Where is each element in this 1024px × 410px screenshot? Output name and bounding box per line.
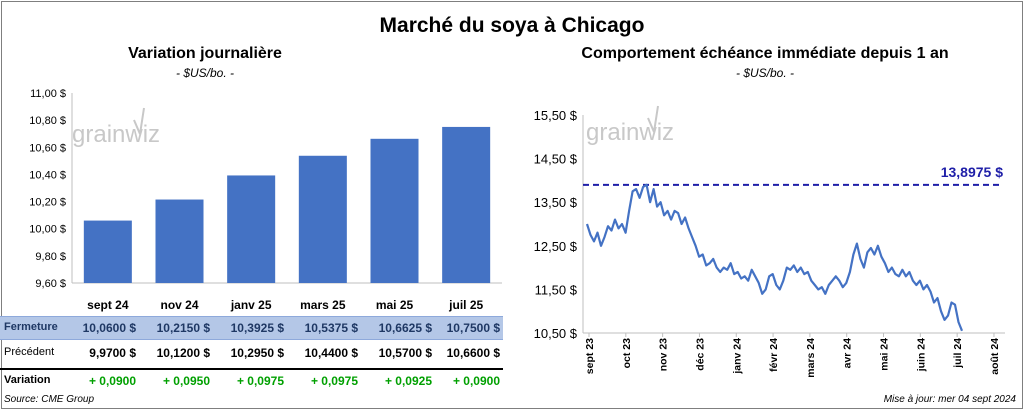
table-cell: 10,6625 $: [378, 321, 432, 335]
left-chart-title: Variation journalière: [128, 45, 282, 62]
table-row-label: Fermeture: [4, 321, 58, 333]
x-category-label: sept 24: [87, 298, 129, 312]
x-category-label: mai 25: [376, 298, 414, 312]
x-tick-label: nov 23: [658, 338, 670, 371]
reference-label: 13,8975 $: [941, 164, 1003, 180]
watermark-text: grainwiz: [72, 121, 160, 148]
table-cell: 10,5375 $: [304, 321, 358, 335]
x-tick-label: sept 23: [584, 338, 596, 374]
bar: [227, 175, 276, 283]
bar: [155, 199, 204, 283]
y-tick-label: 11,50 $: [535, 282, 578, 297]
table-cell: + 0,0950: [162, 374, 210, 388]
y-tick-label: 10,20 $: [29, 197, 66, 209]
table-cell: + 0,0900: [88, 374, 136, 388]
table-row-label: Précédent: [4, 346, 55, 358]
y-tick-label: 10,50 $: [534, 326, 578, 341]
grainwiz-watermark: grainwiz: [586, 105, 674, 146]
right-chart-title: Comportement échéance immédiate depuis 1…: [581, 45, 949, 62]
y-tick-label: 15,50 $: [534, 108, 578, 123]
price-line: [585, 183, 964, 332]
bar: [298, 155, 347, 283]
watermark-mark: [133, 107, 145, 135]
table-cell: 10,6600 $: [446, 346, 500, 360]
bar-chart: grainwiz 9,60 $ 9,80 $ 10,00 $ 10,20 $ 10,40 …: [29, 88, 502, 312]
table-row-label: Variation: [4, 374, 51, 386]
table-cell: + 0,0975: [310, 374, 358, 388]
bar: [370, 138, 419, 283]
x-category-label: mars 25: [300, 298, 346, 312]
x-tick-label: août 24: [989, 338, 1001, 375]
y-tick-label: 10,00 $: [29, 224, 66, 236]
watermark-mark: [647, 105, 659, 133]
table-cell: 10,7500 $: [446, 321, 500, 335]
table-row: Variation + 0,0900 + 0,0950 + 0,0975 + 0,097…: [0, 368, 503, 392]
table-cell: 10,2950 $: [230, 346, 284, 360]
x-tick-label: févr 24: [768, 338, 780, 372]
y-tick-label: 10,80 $: [29, 115, 66, 127]
x-category-label: janv 25: [230, 298, 272, 312]
main-title: Marché du soya à Chicago: [379, 14, 645, 37]
x-category-label: nov 24: [160, 298, 198, 312]
x-tick-label: avr 24: [842, 338, 854, 369]
y-tick-label: 13,50 $: [534, 195, 578, 210]
y-tick-label: 10,60 $: [29, 142, 66, 154]
y-tick-label: 10,40 $: [29, 169, 66, 181]
source-note: Source: CME Group: [4, 394, 95, 405]
x-category-label: juil 25: [448, 298, 483, 312]
table-cell: 10,5700 $: [378, 346, 432, 360]
y-tick-label: 9,60 $: [35, 278, 66, 290]
watermark-text: grainwiz: [586, 119, 674, 146]
y-tick-label: 11,00 $: [30, 88, 66, 100]
x-tick-label: oct 23: [621, 338, 633, 369]
table-cell: + 0,0975: [236, 374, 284, 388]
x-tick-label: mai 24: [879, 338, 891, 371]
bar: [442, 126, 491, 283]
y-tick-label: 12,50 $: [534, 239, 578, 254]
table-row: Fermeture 10,0600 $ 10,2150 $ 10,3925 $ 10,5…: [0, 316, 503, 340]
x-tick-label: juin 24: [915, 338, 927, 372]
x-tick-label: déc 23: [694, 338, 706, 371]
x-tick-label: janv 24: [731, 338, 743, 375]
x-tick-label: mars 24: [805, 338, 817, 378]
right-chart-unit: - $US/bo. -: [735, 66, 795, 80]
table-cell: 10,3925 $: [230, 321, 284, 335]
grainwiz-watermark: grainwiz: [72, 107, 160, 148]
left-chart-unit: - $US/bo. -: [175, 66, 235, 80]
y-tick-label: 9,80 $: [35, 251, 66, 263]
table-cell: + 0,0925: [384, 374, 432, 388]
table-cell: + 0,0900: [452, 374, 500, 388]
table-cell: 10,2150 $: [156, 321, 210, 335]
table-cell: 10,1200 $: [156, 346, 210, 360]
table-row: Précédent 9,9700 $ 10,1200 $ 10,2950 $ 10,44…: [0, 342, 503, 364]
y-tick-label: 14,50 $: [534, 152, 578, 167]
update-date: Mise à jour: mer 04 sept 2024: [883, 394, 1016, 405]
table-cell: 10,0600 $: [82, 321, 136, 335]
table-cell: 10,4400 $: [304, 346, 358, 360]
x-tick-label: juil 24: [952, 338, 964, 369]
table-cell: 9,9700 $: [89, 346, 136, 360]
bar: [83, 220, 132, 283]
